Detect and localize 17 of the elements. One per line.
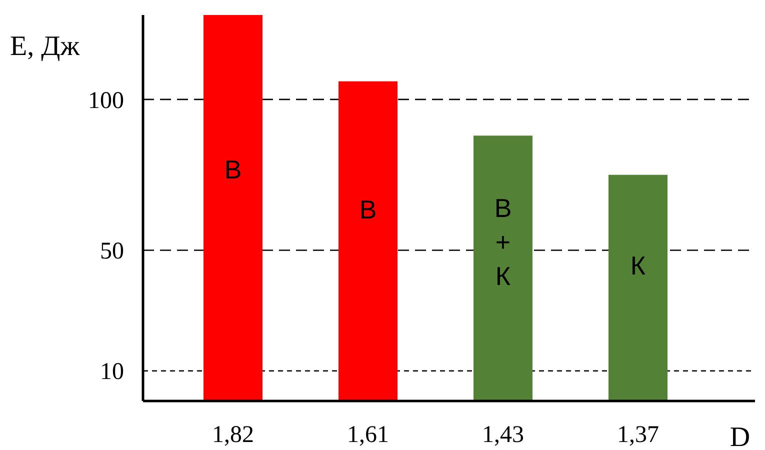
y-tick-label: 100 <box>88 88 124 114</box>
data-label: К <box>630 250 646 280</box>
bar <box>608 174 668 401</box>
y-tick-label: 10 <box>100 359 124 386</box>
x-axis-title: D <box>730 422 750 450</box>
x-tick-label: 1,37 <box>617 422 659 448</box>
x-tick-label: 1,61 <box>347 422 389 448</box>
bar <box>204 15 262 401</box>
data-label: В + К <box>494 192 512 291</box>
x-tick-label: 1,82 <box>212 422 254 448</box>
data-label: В <box>224 154 242 184</box>
x-tick-label: 1,43 <box>482 422 524 448</box>
y-tick-label: 50 <box>100 238 124 265</box>
bar <box>474 136 532 401</box>
y-axis-title: E, Дж <box>10 31 80 62</box>
bar <box>338 81 398 401</box>
data-label: В <box>359 194 377 224</box>
